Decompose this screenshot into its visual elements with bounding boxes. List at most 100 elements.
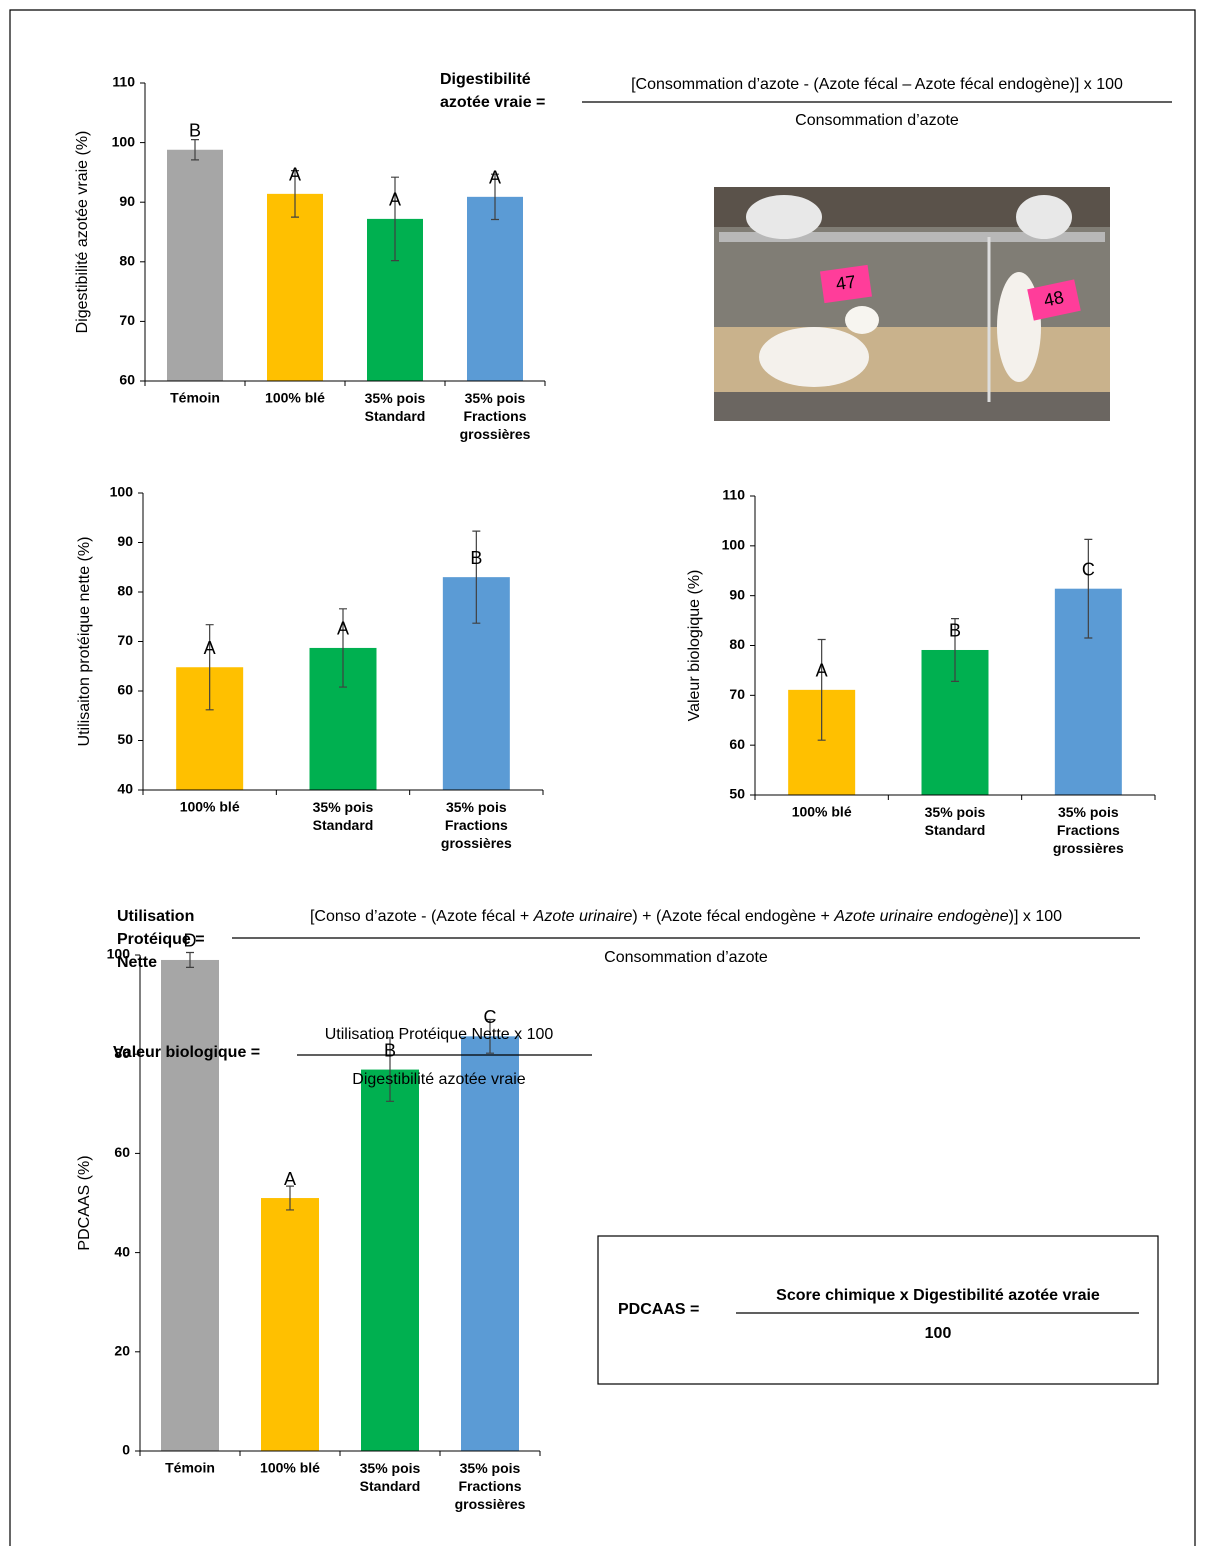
x-tick-label: 100% blé — [792, 804, 852, 820]
tag-card — [1027, 279, 1081, 321]
y-tick-label: 70 — [117, 632, 133, 648]
significance-letter: D — [184, 931, 197, 951]
y-tick-label: 60 — [114, 1144, 130, 1160]
formula-term: [Conso d’azote - (Azote fécal + — [310, 908, 534, 925]
significance-letter: A — [204, 638, 216, 658]
y-tick-label: 110 — [722, 487, 745, 503]
tag: 47 — [820, 264, 872, 304]
formula-term: )] x 100 — [1009, 908, 1062, 925]
formula-denominator: Consommation d’azote — [795, 112, 959, 129]
y-axis-label: Utilisaiton protéique nette (%) — [76, 537, 93, 747]
y-tick-label: 110 — [112, 74, 135, 90]
rat-head — [845, 306, 879, 334]
bar — [461, 1036, 519, 1451]
y-axis-label: PDCAAS (%) — [76, 1155, 93, 1250]
significance-letter: A — [337, 619, 349, 639]
x-tick-label: 35% pois Fractions grossières — [460, 390, 531, 442]
significance-letter: B — [384, 1040, 396, 1060]
x-tick-label: Témoin — [170, 390, 220, 406]
formula-numerator: Utilisation Protéique Nette x 100 — [325, 1026, 554, 1043]
formula-term: [Consommation d’azote - (Azote fécal – A… — [631, 76, 1123, 93]
y-tick-label: 100 — [110, 484, 134, 500]
rat — [759, 327, 869, 387]
x-tick-label: 35% pois Standard — [925, 804, 986, 838]
bar — [467, 196, 523, 381]
error-bar — [291, 170, 299, 218]
tag: 48 — [1027, 279, 1081, 321]
error-bar — [191, 139, 199, 161]
y-tick-label: 90 — [117, 533, 133, 549]
x-tick-label: 35% pois Fractions grossières — [455, 1460, 526, 1512]
formula-label: Valeur biologique = — [113, 1044, 260, 1061]
x-tick-label: 100% blé — [180, 799, 240, 815]
bar — [261, 1198, 319, 1451]
formula-term: Azote urinaire — [533, 908, 633, 925]
x-tick-label: 100% blé — [265, 390, 325, 406]
y-tick-label: 0 — [122, 1442, 130, 1458]
significance-letter: A — [389, 190, 401, 210]
x-tick-label: 35% pois Fractions grossières — [1053, 804, 1124, 856]
bottle — [1016, 195, 1072, 239]
error-bar — [491, 173, 499, 221]
y-tick-label: 40 — [117, 781, 133, 797]
y-axis-label: Valeur biologique (%) — [686, 570, 703, 722]
y-tick-label: 60 — [729, 736, 745, 752]
error-bar — [951, 617, 959, 682]
formula-label: Utilisation — [117, 908, 194, 925]
formula-label: Digestibilité — [440, 71, 531, 88]
x-tick-label: 35% pois Standard — [365, 390, 426, 424]
x-tick-label: 100% blé — [260, 1460, 320, 1476]
x-tick-label: 35% pois Standard — [360, 1460, 421, 1494]
formula-box — [597, 1235, 1159, 1385]
significance-letter: B — [949, 621, 961, 641]
y-tick-label: 100 — [107, 946, 131, 962]
significance-letter: B — [470, 548, 482, 568]
y-tick-label: 20 — [114, 1343, 130, 1359]
error-bar — [186, 951, 194, 968]
bar — [267, 193, 323, 381]
x-tick-label: 35% pois Fractions grossières — [441, 799, 512, 851]
error-bar — [339, 608, 347, 688]
y-tick-label: 70 — [729, 686, 745, 702]
frame — [9, 9, 1196, 1546]
bar — [361, 1069, 419, 1451]
y-tick-label: 100 — [722, 537, 746, 553]
y-tick-label: 100 — [112, 133, 136, 149]
significance-letter: A — [816, 661, 828, 681]
formula-denominator: Digestibilité azotée vraie — [352, 1071, 526, 1088]
y-tick-label: 80 — [119, 253, 135, 269]
error-bar — [1084, 538, 1093, 639]
photo: 47 48 — [714, 187, 1110, 421]
formula-label: azotée vraie = — [440, 94, 545, 111]
significance-letter: C — [484, 1007, 497, 1027]
y-tick-label: 40 — [114, 1243, 130, 1259]
y-tick-label: 90 — [119, 193, 135, 209]
y-tick-label: 50 — [117, 731, 133, 747]
error-bar — [472, 530, 481, 624]
tag-number: 47 — [835, 271, 858, 294]
y-tick-label: 70 — [119, 312, 135, 328]
x-tick-label: 35% pois Standard — [313, 799, 374, 833]
error-bar — [391, 176, 399, 262]
formula-term: Utilisation Protéique Nette x 100 — [325, 1026, 554, 1043]
formula-term: Azote urinaire endogène — [833, 908, 1008, 925]
floor — [714, 392, 1110, 421]
tag-card — [820, 264, 872, 304]
significance-letter: A — [289, 165, 301, 185]
formula-denominator: 100 — [925, 1325, 952, 1342]
significance-letter: B — [189, 121, 201, 141]
formula-term: Score chimique x Digestibilité azotée vr… — [776, 1287, 1100, 1304]
error-bar — [486, 1018, 494, 1054]
formula-numerator: [Consommation d’azote - (Azote fécal – A… — [631, 76, 1123, 93]
y-tick-label: 80 — [729, 636, 745, 652]
error-bar — [205, 624, 214, 711]
significance-letter: C — [1082, 559, 1095, 579]
y-axis-label: Digestibilité azotée vraie (%) — [74, 131, 91, 334]
y-tick-label: 80 — [114, 1045, 130, 1061]
formula-numerator: Score chimique x Digestibilité azotée vr… — [776, 1287, 1100, 1304]
y-tick-label: 60 — [117, 682, 133, 698]
error-bar — [286, 1185, 294, 1211]
bar — [167, 149, 223, 381]
y-tick-label: 90 — [729, 586, 745, 602]
formula-label: Nette — [117, 954, 157, 971]
